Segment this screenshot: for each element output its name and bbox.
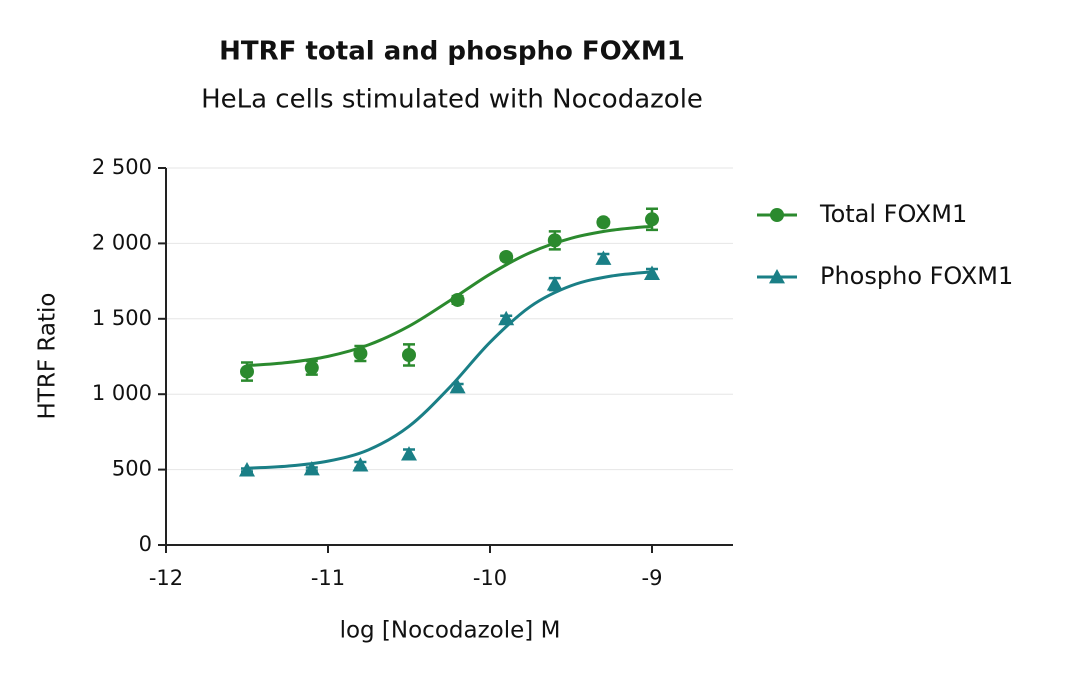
data-point [240, 364, 254, 379]
data-point [546, 276, 563, 291]
data-point [402, 347, 416, 362]
y-tick-label: 0 [139, 532, 152, 556]
y-axis-label: HTRF Ratio [35, 293, 61, 420]
data-point [498, 310, 515, 326]
data-point [449, 378, 466, 394]
data-point [401, 446, 417, 461]
x-tick-label: -9 [642, 566, 663, 590]
data-point [596, 215, 611, 230]
data-point [239, 462, 255, 477]
x-tick-label: -12 [149, 566, 183, 590]
legend-label: Total FOXM1 [819, 200, 967, 228]
chart-subtitle: HeLa cells stimulated with Nocodazole [201, 85, 703, 115]
legend-marker [770, 208, 784, 222]
data-point [644, 265, 660, 280]
y-tick-label: 2 000 [92, 230, 152, 254]
y-tick-label: 1 500 [92, 306, 152, 330]
fit-curve [246, 224, 653, 368]
x-tick-label: -10 [473, 566, 507, 590]
fit-curve [246, 270, 653, 470]
data-point [595, 250, 612, 265]
data-point [353, 346, 368, 361]
x-tick-label: -11 [311, 566, 345, 590]
x-axis-label: log [Nocodazole] M [340, 618, 561, 644]
legend-label: Phospho FOXM1 [820, 262, 1013, 290]
data-point [645, 212, 659, 227]
y-tick-label: 500 [112, 457, 152, 481]
data-point [304, 360, 319, 375]
legend-marker [769, 269, 785, 284]
y-tick-label: 2 500 [92, 155, 152, 179]
data-point [499, 249, 514, 264]
data-point [547, 233, 562, 248]
data-point [352, 457, 369, 472]
y-tick-label: 1 000 [92, 381, 152, 405]
data-point [450, 292, 465, 307]
data-point [303, 460, 320, 476]
chart-title: HTRF total and phospho FOXM1 [219, 37, 685, 67]
